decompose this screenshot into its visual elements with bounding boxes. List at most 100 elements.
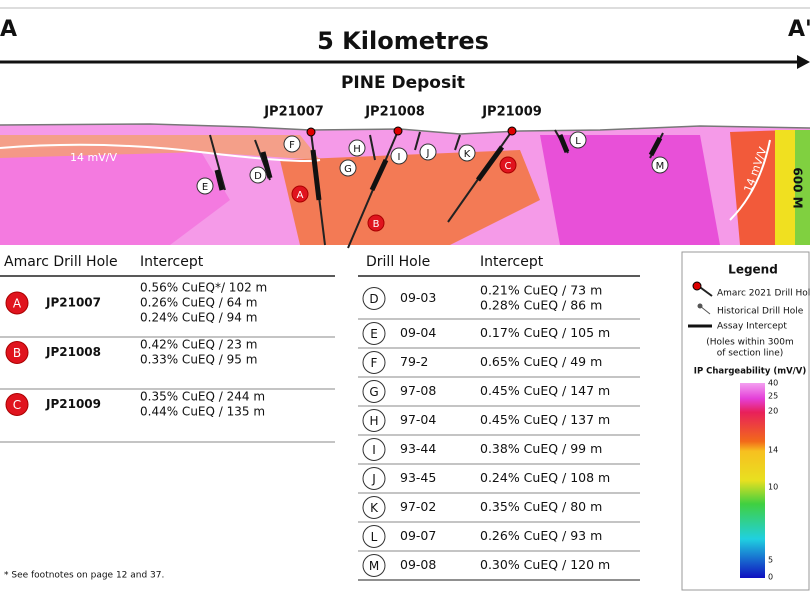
marker-circle: [651, 156, 669, 174]
intercept: 0.33% CuEQ / 95 m: [140, 353, 257, 367]
hole-label: JP21007: [263, 105, 324, 120]
marker-label: E: [370, 327, 378, 341]
hole-id: 09-08: [400, 557, 436, 572]
marker-label: J: [426, 148, 430, 159]
intercept: 0.42% CuEQ / 23 m: [140, 338, 257, 352]
table-header: Intercept: [480, 254, 544, 270]
marker-circle: [5, 291, 29, 315]
hole-id: 09-03: [400, 290, 436, 305]
colorbar: [740, 383, 765, 578]
marker-circle: [291, 185, 309, 203]
marker-circle: [348, 139, 366, 157]
intercept: 0.45% CuEQ / 147 m: [480, 383, 610, 398]
scale-tick: 14: [768, 446, 778, 455]
table-header: Drill Hole: [366, 254, 430, 270]
contour: [729, 139, 771, 221]
intercept: 0.26% CuEQ / 64 m: [140, 296, 257, 310]
marker-circle: [419, 143, 437, 161]
hole-id: 09-04: [400, 325, 436, 340]
marker-label: A: [13, 297, 22, 311]
intercept: 0.45% CuEQ / 137 m: [480, 412, 610, 427]
zone: [775, 130, 795, 245]
legend-item: Assay Intercept: [717, 322, 787, 332]
marker-circle: [367, 214, 385, 232]
marker-label: I: [398, 152, 401, 163]
scale-tick: 10: [768, 483, 778, 492]
marker-label: H: [369, 414, 378, 428]
intercept: 0.65% CuEQ / 49 m: [480, 354, 602, 369]
scale-tick: 0: [768, 573, 773, 582]
marker-circle: [362, 351, 386, 374]
intercept: 0.26% CuEQ / 93 m: [480, 528, 602, 543]
marker-label: C: [13, 398, 21, 412]
intercept: 0.21% CuEQ / 73 m: [480, 283, 602, 298]
marker-circle: [362, 380, 386, 403]
scale-tick: 5: [768, 556, 773, 565]
marker-label: B: [373, 219, 380, 230]
scale-arrow: [797, 55, 810, 69]
marker-label: F: [289, 140, 295, 151]
zone: [0, 145, 230, 245]
section: 14 mV/V 14 mV/V 600 M: [0, 123, 810, 249]
intercept: 0.35% CuEQ / 80 m: [480, 499, 602, 514]
scale-tick: 40: [768, 379, 778, 388]
scale-title: IP Chargeability (mV/V): [694, 367, 807, 377]
marker-circle: [362, 438, 386, 461]
contour: [0, 143, 321, 162]
marker-circle: [362, 525, 386, 548]
marker-circle: [362, 322, 386, 345]
marker-label: J: [371, 472, 376, 486]
depth-label: 600 M: [791, 167, 805, 208]
marker-label: B: [13, 346, 21, 360]
footnote: * See footnotes on page 12 and 37.: [4, 571, 164, 581]
hole-id: 97-02: [400, 499, 436, 514]
hole-id: JP21009: [45, 397, 101, 411]
right-marker: A': [788, 17, 810, 42]
hole-id: 97-04: [400, 412, 436, 427]
marker-label: M: [656, 161, 665, 172]
marker-label: M: [369, 559, 379, 573]
intercept: 0.38% CuEQ / 99 m: [480, 441, 602, 456]
marker-circle: [249, 166, 267, 184]
intercept: 0.30% CuEQ / 120 m: [480, 557, 610, 572]
section-title: PINE Deposit: [341, 73, 465, 93]
marker-label: L: [371, 530, 378, 544]
marker-circle: [339, 159, 357, 177]
hole-id: 97-08: [400, 383, 436, 398]
marker-label: D: [369, 292, 378, 306]
hole-id: JP21008: [45, 345, 101, 359]
marker-label: A: [297, 190, 304, 201]
scale-label: 5 Kilometres: [317, 27, 489, 55]
intercept: 0.44% CuEQ / 135 m: [140, 405, 265, 419]
marker-circle: [458, 144, 476, 162]
marker-circle: [362, 287, 386, 310]
marker-circle: [569, 131, 587, 149]
legend-title: Legend: [728, 263, 778, 277]
marker-label: E: [202, 182, 208, 193]
marker-label: C: [505, 161, 512, 172]
hole-label: JP21008: [364, 105, 425, 120]
marker-circle: [283, 135, 301, 153]
intercept: 0.28% CuEQ / 86 m: [480, 298, 602, 313]
marker-circle: [362, 409, 386, 432]
marker-circle: [362, 496, 386, 519]
legend-item: Amarc 2021 Drill Hole: [717, 289, 810, 299]
intercept: 0.35% CuEQ / 244 m: [140, 390, 265, 404]
marker-circle: [5, 393, 29, 416]
intercept: 0.24% CuEQ / 108 m: [480, 470, 610, 485]
marker-label: G: [369, 385, 378, 399]
legend-symbol: [692, 281, 702, 291]
hole-id: JP21007: [45, 296, 101, 310]
table-header: Intercept: [140, 254, 204, 270]
intercept: 0.17% CuEQ / 105 m: [480, 325, 610, 340]
marker-circle: [5, 341, 29, 364]
marker-label: K: [370, 501, 379, 515]
marker-label: G: [344, 164, 352, 175]
contour-label: 14 mV/V: [70, 151, 117, 164]
left-marker: A: [0, 17, 17, 42]
hole-id: 93-44: [400, 441, 436, 456]
table-header: Amarc Drill Hole: [4, 254, 118, 270]
intercept: 0.24% CuEQ / 94 m: [140, 311, 257, 325]
